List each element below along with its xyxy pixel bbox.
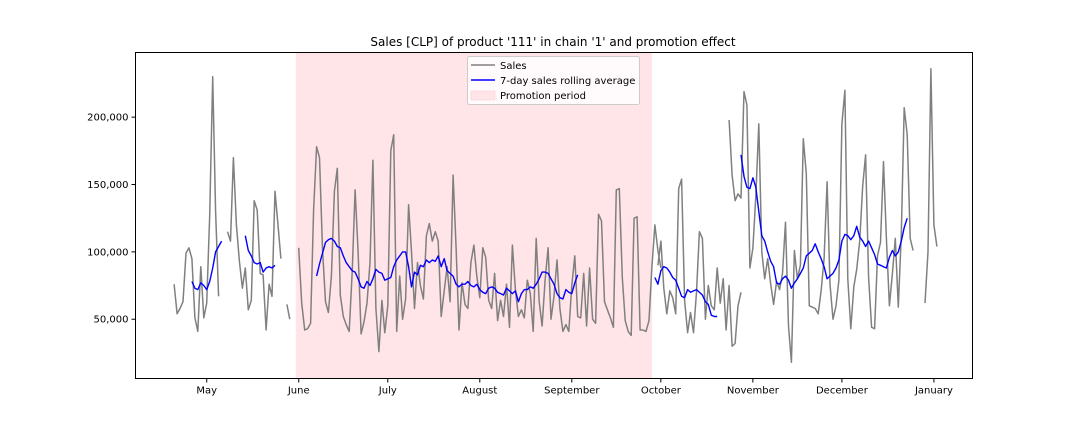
sales-segment-1-1	[173, 75, 220, 333]
x-tick-label-may: May	[196, 386, 217, 397]
sales-segment-1-6	[728, 89, 914, 364]
x-tick-label-december: December	[816, 386, 869, 397]
7-day-sales-rolling-average-segment-2-1	[191, 240, 223, 291]
legend-swatch-promotion	[470, 90, 496, 101]
sales-segment-1-2	[226, 156, 282, 331]
legend: Sales 7-day sales rolling average Promot…	[467, 56, 640, 105]
legend-label-promotion: Promotion period	[500, 91, 586, 102]
7-day-sales-rolling-average-segment-3-1	[654, 266, 718, 318]
promotion-band-3	[568, 52, 652, 379]
sales-segment-1-7	[924, 67, 938, 304]
promotion-bands	[295, 52, 652, 379]
x-tick-label-october: October	[641, 386, 682, 397]
legend-label-sales: Sales	[500, 61, 527, 72]
sales-segment-1-5	[657, 178, 742, 347]
x-tick-label-june: June	[287, 386, 310, 397]
x-tick-label-july: July	[378, 386, 397, 397]
series-lines	[173, 67, 938, 364]
legend-label-rolling-average: 7-day sales rolling average	[500, 76, 635, 87]
x-tick-label-august: August	[462, 386, 497, 397]
y-tick-label-150000: 150,000	[87, 180, 128, 191]
7-day-sales-rolling-average-segment-2-2	[244, 235, 276, 273]
y-tick-label-200000: 200,000	[87, 113, 128, 124]
x-axis: May June July August September October Novembe…	[196, 378, 953, 397]
x-tick-label-january: January	[914, 386, 953, 397]
7-day-sales-rolling-average-segment-3-2	[740, 154, 908, 289]
chart-title: Sales [CLP] of product '111' in chain '1…	[370, 35, 735, 49]
legend-box	[467, 56, 640, 105]
plot-frame	[135, 52, 973, 379]
promotion-band-2	[378, 52, 569, 379]
x-tick-label-september: September	[544, 386, 600, 397]
sales-segment-1-4	[297, 133, 662, 353]
promotion-band-1	[295, 52, 379, 379]
y-tick-label-100000: 100,000	[87, 247, 128, 258]
7-day-sales-rolling-average-segment-2-3	[315, 237, 579, 303]
y-axis: 50,000 100,000 150,000 200,000	[87, 113, 136, 326]
sales-segment-1-3	[286, 304, 291, 320]
x-tick-label-november: November	[727, 386, 780, 397]
y-tick-label-50000: 50,000	[94, 315, 129, 326]
